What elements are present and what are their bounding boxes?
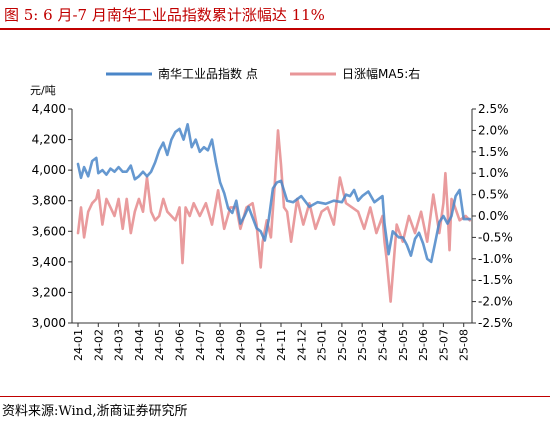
line-chart: 南华工业品指数 点 日涨幅MA5:右 元/吨 3,000 3,200 3,400 3,6… bbox=[30, 66, 513, 361]
left-tick-label: 4,400 bbox=[32, 102, 66, 116]
left-tick-label: 3,600 bbox=[32, 224, 66, 238]
left-tick-label: 3,200 bbox=[32, 285, 66, 299]
right-tick-label: -0.5% bbox=[478, 230, 513, 244]
x-tick-label: 25-06 bbox=[417, 329, 430, 361]
right-tick-label: 1.0% bbox=[478, 166, 509, 180]
x-tick-label: 25-05 bbox=[397, 329, 410, 361]
right-tick-label: -1.5% bbox=[478, 273, 513, 287]
chart-legend: 南华工业品指数 点 日涨幅MA5:右 bbox=[106, 66, 420, 81]
left-tick-label: 4,200 bbox=[32, 133, 66, 147]
right-tick-label: 2.0% bbox=[478, 123, 509, 137]
chart-series bbox=[76, 123, 472, 303]
x-tick-label: 24-01 bbox=[72, 329, 85, 361]
x-tick-label: 24-05 bbox=[153, 329, 166, 361]
x-tick-label: 24-06 bbox=[174, 329, 187, 361]
title-rule bbox=[0, 28, 550, 30]
x-tick-label: 24-07 bbox=[194, 329, 207, 361]
right-tick-label: -2.5% bbox=[478, 316, 513, 330]
source-note: 资料来源:Wind,浙商证券研究所 bbox=[2, 404, 188, 419]
x-tick-label: 25-02 bbox=[336, 329, 349, 361]
figure-title: 图 5: 6 月-7 月南华工业品指数累计涨幅达 11% bbox=[4, 6, 325, 24]
x-tick-label: 25-01 bbox=[316, 329, 329, 361]
footer-rule bbox=[0, 396, 550, 397]
left-axis-unit-label: 元/吨 bbox=[30, 84, 56, 97]
x-tick-label: 24-12 bbox=[295, 329, 308, 361]
right-tick-label: 1.5% bbox=[478, 145, 509, 159]
x-tick-label: 24-11 bbox=[275, 329, 288, 361]
left-tick-label: 3,400 bbox=[32, 255, 66, 269]
x-tick-label: 24-02 bbox=[92, 329, 105, 361]
left-tick-label: 4,000 bbox=[32, 163, 66, 177]
x-tick-label: 24-08 bbox=[214, 329, 227, 361]
x-tick-label: 24-03 bbox=[113, 329, 126, 361]
x-tick-label: 24-10 bbox=[255, 329, 268, 361]
legend-label-daily-change-ma5: 日涨幅MA5:右 bbox=[342, 66, 420, 81]
right-tick-label: 0.0% bbox=[478, 209, 509, 223]
legend-label-nanhua-index: 南华工业品指数 点 bbox=[158, 66, 258, 81]
x-tick-label: 25-08 bbox=[458, 329, 471, 361]
series-line-nanhua-index bbox=[76, 123, 472, 264]
series-line-daily-change-ma5 bbox=[76, 129, 472, 303]
right-tick-label: -2.0% bbox=[478, 295, 513, 309]
x-tick-label: 25-03 bbox=[356, 329, 369, 361]
right-tick-label: 0.5% bbox=[478, 188, 509, 202]
x-tick-label: 24-09 bbox=[234, 329, 247, 361]
x-tick-label: 25-07 bbox=[437, 329, 450, 361]
x-tick-label: 24-04 bbox=[133, 329, 146, 361]
left-tick-label: 3,000 bbox=[32, 316, 66, 330]
right-tick-label: 2.5% bbox=[478, 102, 509, 116]
x-tick-label: 25-04 bbox=[377, 329, 390, 361]
right-tick-label: -1.0% bbox=[478, 252, 513, 266]
chart-axes: 3,000 3,200 3,400 3,600 3,800 4,000 4,200 4,400… bbox=[32, 102, 513, 361]
left-tick-label: 3,800 bbox=[32, 194, 66, 208]
